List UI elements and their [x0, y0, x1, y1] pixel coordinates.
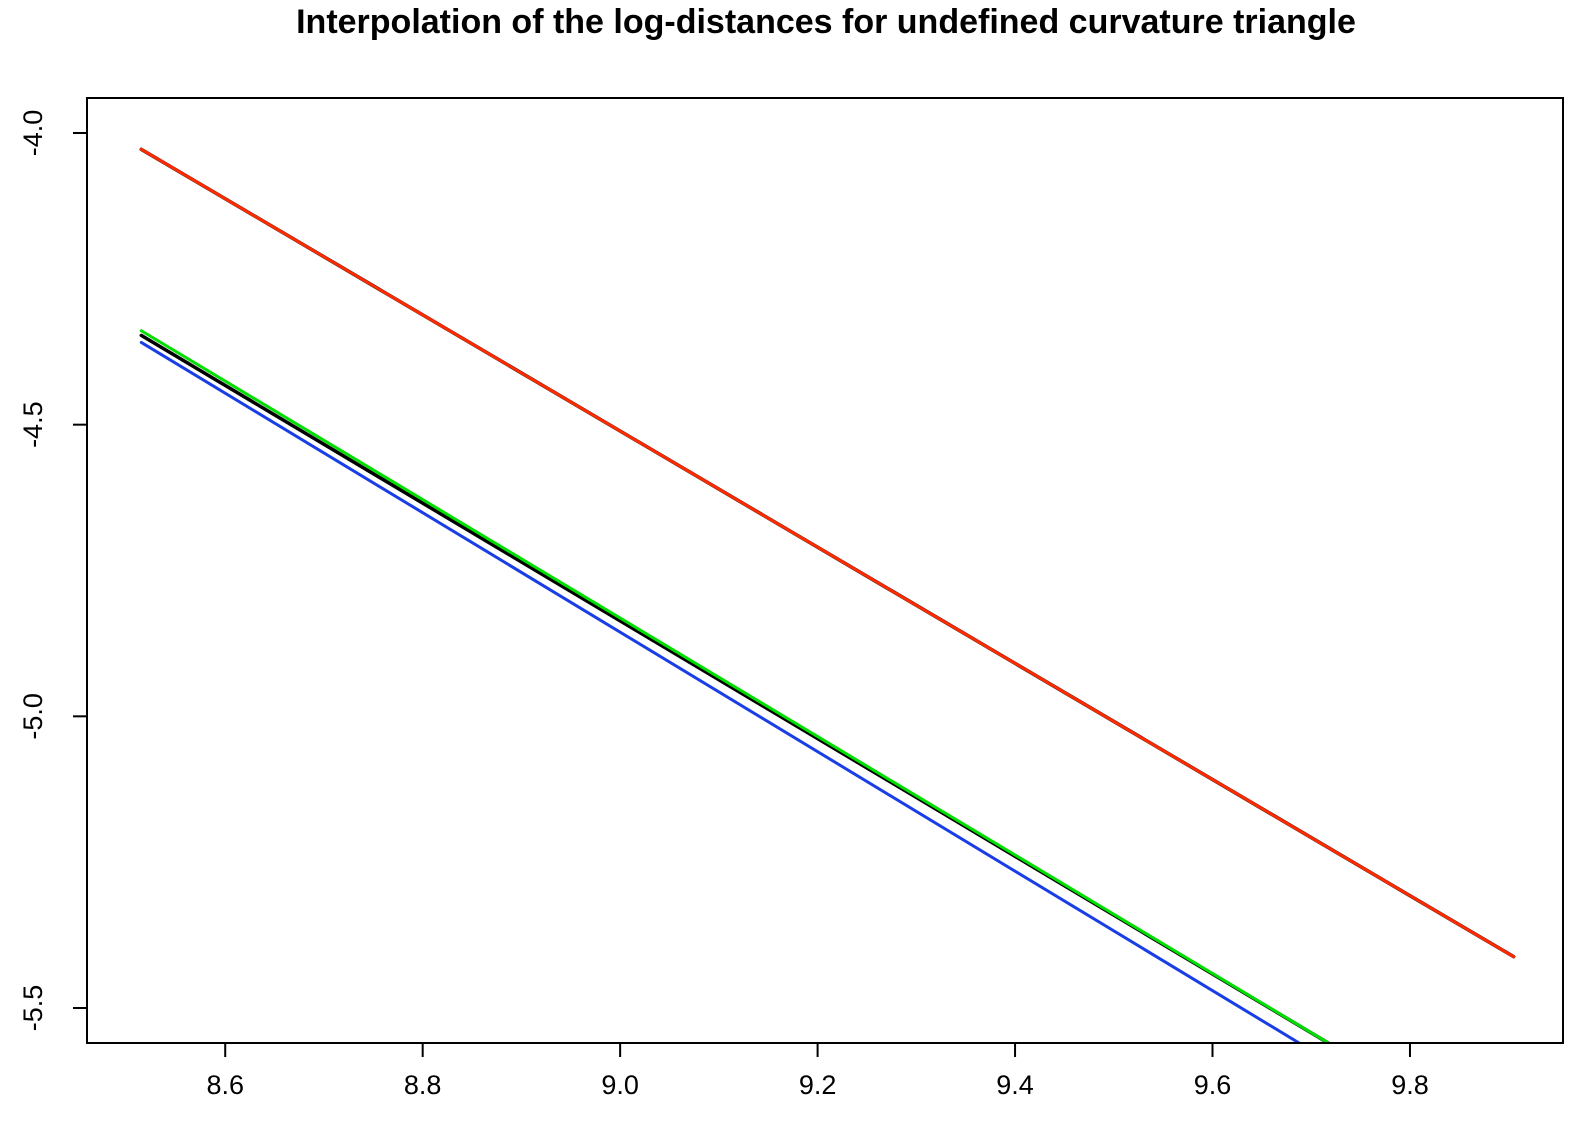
x-tick-label: 9.6: [1194, 1070, 1232, 1100]
series-line-5: [139, 340, 1302, 1043]
plot-frame: [86, 97, 1564, 1044]
y-tick-label: -4.0: [18, 110, 48, 157]
series-line-2: [139, 147, 1516, 959]
x-axis: 8.6 8.8 9.0 9.2 9.4 9.6 9.8: [206, 1043, 1429, 1100]
chart-title: Interpolation of the log-distances for u…: [296, 3, 1356, 41]
x-tick-label: 8.8: [404, 1070, 442, 1100]
x-tick-label: 9.8: [1391, 1070, 1429, 1100]
y-tick-label: -5.0: [18, 693, 48, 740]
x-tick-label: 9.4: [996, 1070, 1034, 1100]
y-axis: -4.0 -4.5 -5.0 -5.5: [18, 110, 87, 1032]
series-line-4: [139, 329, 1332, 1043]
series-layer: [139, 147, 1516, 1043]
y-tick-label: -4.5: [18, 401, 48, 448]
x-tick-label: 9.2: [799, 1070, 837, 1100]
x-tick-label: 9.0: [601, 1070, 639, 1100]
x-tick-label: 8.6: [206, 1070, 244, 1100]
y-tick-label: -5.5: [18, 985, 48, 1032]
